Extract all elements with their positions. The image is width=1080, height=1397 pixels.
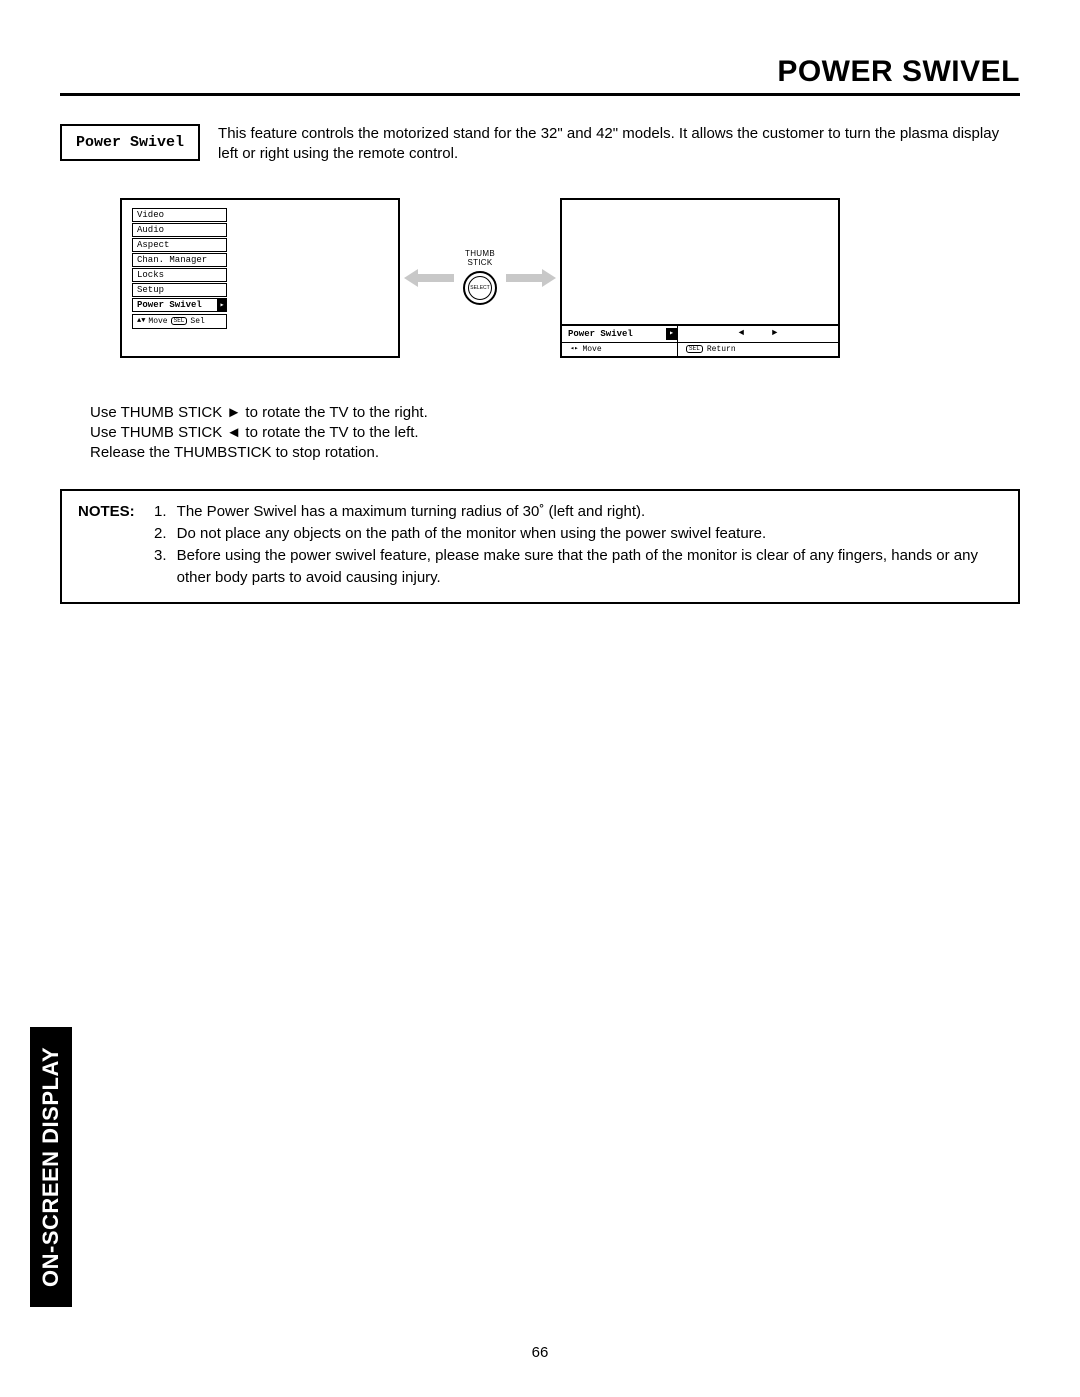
page-title: POWER SWIVEL (777, 55, 1020, 88)
note-item-2: Do not place any objects on the path of … (171, 523, 1002, 545)
thumbstick-label: THUMB STICK (465, 250, 495, 268)
osd-menu-screen: Video Audio Aspect Chan. Manager Locks S… (120, 198, 400, 358)
swivel-hint-move: ◂▸ Move (560, 343, 678, 356)
thumbstick-diagram: THUMB STICK SELECT (400, 250, 560, 305)
notes-label: NOTES: (78, 501, 135, 588)
menu-hint: ▲▼ Move SEL Sel (132, 314, 227, 329)
osd-swivel-screen: Power Swivel ▸ ◄ ► ◂▸ Move SEL R (560, 198, 840, 358)
section-side-tab-label: ON-SCREEN DISPLAY (38, 1047, 64, 1287)
instruction-line-2: Use THUMB STICK ◄ to rotate the TV to th… (90, 423, 1020, 443)
menu-item-aspect: Aspect (132, 238, 227, 252)
intro-text: This feature controls the motorized stan… (218, 124, 1020, 165)
instruction-line-3: Release the THUMBSTICK to stop rotation. (90, 443, 1020, 463)
note-item-3: Before using the power swivel feature, p… (171, 545, 1002, 589)
instructions: Use THUMB STICK ► to rotate the TV to th… (90, 403, 1020, 464)
swivel-arrow-left-icon: ◄ (739, 329, 744, 338)
intro-row: Power Swivel This feature controls the m… (60, 124, 1020, 165)
menu-item-chan-manager: Chan. Manager (132, 253, 227, 267)
swivel-hint-return: SEL Return (678, 343, 840, 356)
menu-item-locks: Locks (132, 268, 227, 282)
notes-box: NOTES: The Power Swivel has a maximum tu… (60, 489, 1020, 604)
gray-arrow-right-icon (506, 269, 556, 287)
thumbstick-select-label: SELECT (468, 276, 492, 300)
swivel-bar-arrows-cell: ◄ ► (678, 326, 840, 342)
menu-item-arrow-icon: ▸ (217, 298, 227, 312)
menu-hint-sel: Sel (190, 317, 204, 326)
header-rule: POWER SWIVEL (60, 55, 1020, 96)
swivel-bar: Power Swivel ▸ ◄ ► ◂▸ Move SEL R (560, 324, 840, 358)
leftright-icon: ◂▸ (570, 346, 578, 353)
swivel-bar-arrow-tab-icon: ▸ (666, 328, 677, 340)
menu-item-power-swivel-label: Power Swivel (137, 300, 202, 310)
menu-item-power-swivel: Power Swivel ▸ (132, 298, 227, 312)
menu-item-setup: Setup (132, 283, 227, 297)
sel-button-icon-2: SEL (686, 345, 703, 354)
screens-row: Video Audio Aspect Chan. Manager Locks S… (120, 193, 980, 363)
page: POWER SWIVEL Power Swivel This feature c… (0, 0, 1080, 1397)
updown-icon: ▲▼ (137, 318, 145, 325)
swivel-bar-label: Power Swivel (568, 329, 633, 339)
instruction-line-1: Use THUMB STICK ► to rotate the TV to th… (90, 403, 1020, 423)
menu-item-audio: Audio (132, 223, 227, 237)
menu-hint-move: Move (148, 317, 167, 326)
menu-item-video: Video (132, 208, 227, 222)
note-item-1: The Power Swivel has a maximum turning r… (171, 501, 1002, 523)
sel-button-icon: SEL (171, 317, 188, 326)
gray-arrow-left-icon (404, 269, 454, 287)
thumbstick-icon: SELECT (463, 271, 497, 305)
swivel-arrow-right-icon: ► (772, 329, 777, 338)
swivel-bar-label-cell: Power Swivel ▸ (560, 326, 678, 342)
page-number: 66 (0, 1344, 1080, 1361)
osd-menu-list: Video Audio Aspect Chan. Manager Locks S… (132, 208, 388, 329)
feature-label-box: Power Swivel (60, 124, 200, 161)
section-side-tab: ON-SCREEN DISPLAY (30, 1027, 72, 1307)
notes-list: The Power Swivel has a maximum turning r… (149, 501, 1002, 588)
